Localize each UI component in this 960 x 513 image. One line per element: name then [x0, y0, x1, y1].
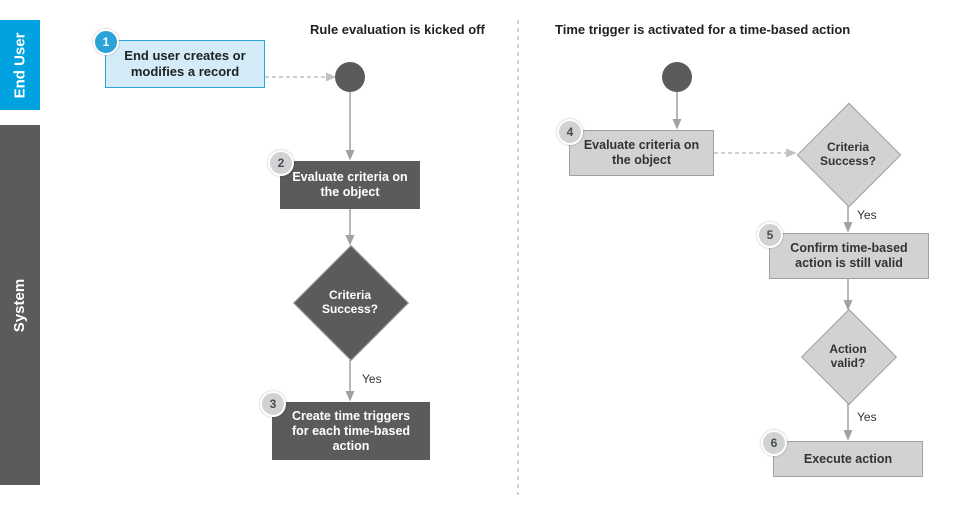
start-circle-left [335, 62, 365, 92]
badge-1: 1 [93, 29, 119, 55]
edge-yes-2: Yes [857, 208, 877, 222]
node-4: Evaluate criteria on the object [569, 130, 714, 176]
node-1: End user creates or modifies a record [105, 40, 265, 88]
badge-5: 5 [757, 222, 783, 248]
decision-3: Action valid? [815, 323, 881, 389]
node-2: Evaluate criteria on the object [280, 161, 420, 209]
decision-1-text: Criteria Success? [310, 288, 390, 317]
badge-3: 3 [260, 391, 286, 417]
badge-2: 2 [268, 150, 294, 176]
badge-6: 6 [761, 430, 787, 456]
decision-2-text: Criteria Success? [812, 140, 884, 169]
edge-yes-3: Yes [857, 410, 877, 424]
node-6: Execute action [773, 441, 923, 477]
node-5: Confirm time-based action is still valid [769, 233, 929, 279]
badge-4: 4 [557, 119, 583, 145]
start-circle-right [662, 62, 692, 92]
edge-yes-1: Yes [362, 372, 382, 386]
flowchart-canvas: End User System Rule evaluation is kicke… [0, 0, 960, 513]
node-3: Create time triggers for each time-based… [272, 402, 430, 460]
decision-1: Criteria Success? [310, 262, 390, 342]
decision-2: Criteria Success? [812, 118, 884, 190]
decision-3-text: Action valid? [815, 342, 881, 371]
